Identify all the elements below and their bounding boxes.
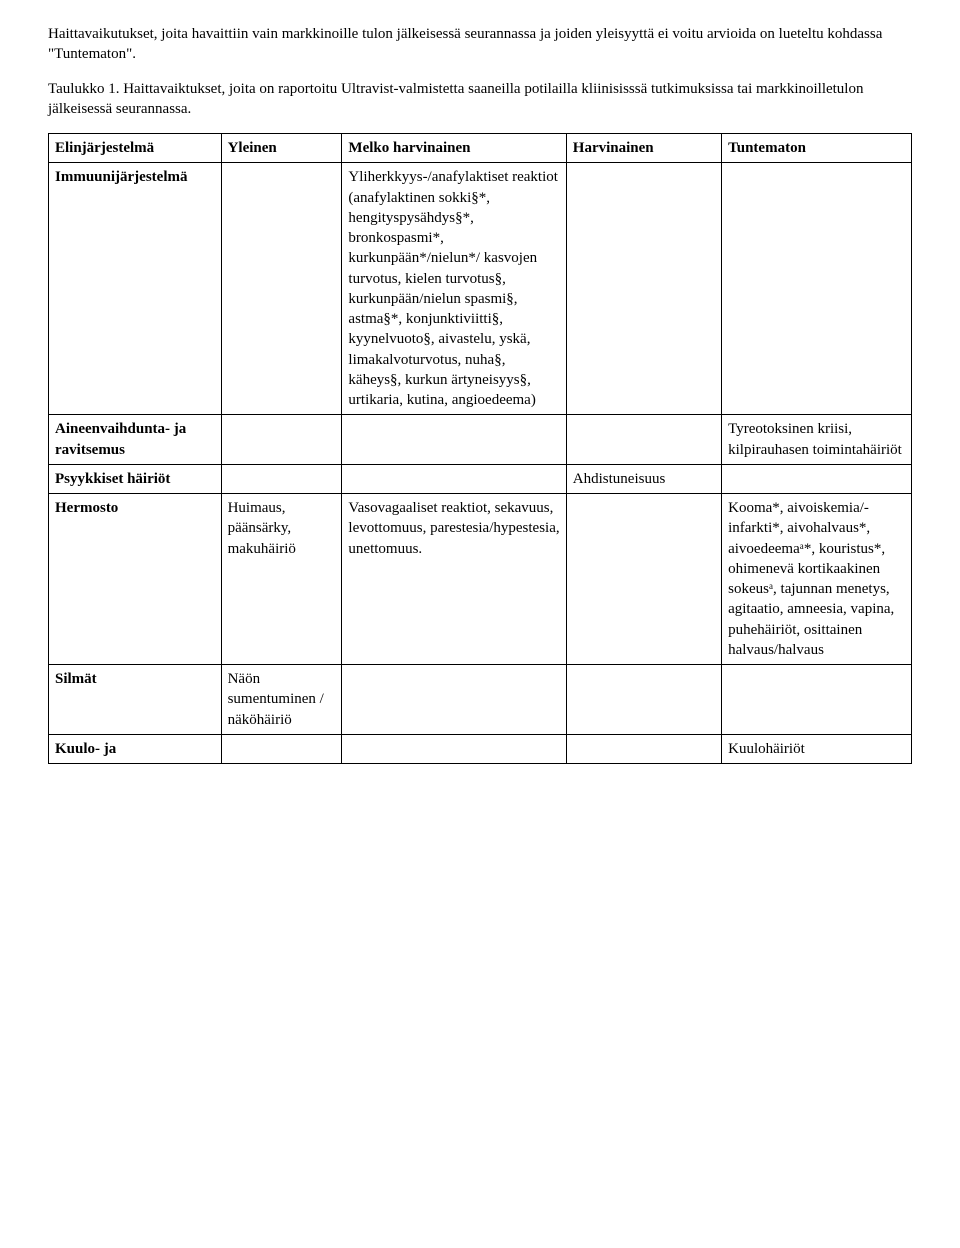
cell-harvinainen (566, 734, 721, 763)
header-harvinainen: Harvinainen (566, 134, 721, 163)
cell-harvinainen (566, 415, 721, 465)
cell-harvinainen (566, 665, 721, 735)
cell-tuntematon (722, 163, 912, 415)
cell-system: Immuunijärjestelmä (49, 163, 222, 415)
cell-melko-harvinainen (342, 415, 566, 465)
cell-yleinen (221, 415, 342, 465)
table-row: Hermosto Huimaus, päänsärky, makuhäiriö … (49, 494, 912, 665)
table-row: Immuunijärjestelmä Yliherkkyys-/anafylak… (49, 163, 912, 415)
cell-tuntematon: Kooma*, aivoiskemia/-infarkti*, aivohalv… (722, 494, 912, 665)
cell-melko-harvinainen (342, 464, 566, 493)
header-yleinen: Yleinen (221, 134, 342, 163)
cell-system: Kuulo- ja (49, 734, 222, 763)
header-melko-harvinainen: Melko harvinainen (342, 134, 566, 163)
cell-melko-harvinainen (342, 734, 566, 763)
cell-tuntematon (722, 464, 912, 493)
cell-yleinen (221, 163, 342, 415)
cell-tuntematon (722, 665, 912, 735)
cell-system: Silmät (49, 665, 222, 735)
adverse-effects-table: Elinjärjestelmä Yleinen Melko harvinaine… (48, 133, 912, 764)
table-row: Psyykkiset häiriöt Ahdistuneisuus (49, 464, 912, 493)
cell-system: Hermosto (49, 494, 222, 665)
cell-yleinen (221, 734, 342, 763)
intro-para-1: Haittavaikutukset, joita havaittiin vain… (48, 24, 912, 65)
table-row: Aineenvaihdunta- ja ravitsemus Tyreotoks… (49, 415, 912, 465)
cell-yleinen: Huimaus, päänsärky, makuhäiriö (221, 494, 342, 665)
table-row: Kuulo- ja Kuulohäiriöt (49, 734, 912, 763)
table-header-row: Elinjärjestelmä Yleinen Melko harvinaine… (49, 134, 912, 163)
cell-system: Aineenvaihdunta- ja ravitsemus (49, 415, 222, 465)
cell-harvinainen (566, 163, 721, 415)
header-tuntematon: Tuntematon (722, 134, 912, 163)
cell-melko-harvinainen: Yliherkkyys-/anafylaktiset reaktiot (ana… (342, 163, 566, 415)
intro-para-2: Taulukko 1. Haittavaiktukset, joita on r… (48, 79, 912, 120)
cell-harvinainen (566, 494, 721, 665)
cell-melko-harvinainen: Vasovagaaliset reaktiot, sekavuus, levot… (342, 494, 566, 665)
cell-harvinainen: Ahdistuneisuus (566, 464, 721, 493)
cell-system: Psyykkiset häiriöt (49, 464, 222, 493)
header-elinjarjestelma: Elinjärjestelmä (49, 134, 222, 163)
cell-yleinen (221, 464, 342, 493)
cell-melko-harvinainen (342, 665, 566, 735)
cell-yleinen: Näön sumentuminen / näköhäiriö (221, 665, 342, 735)
cell-tuntematon: Tyreotoksinen kriisi, kilpirauhasen toim… (722, 415, 912, 465)
table-row: Silmät Näön sumentuminen / näköhäiriö (49, 665, 912, 735)
cell-tuntematon: Kuulohäiriöt (722, 734, 912, 763)
